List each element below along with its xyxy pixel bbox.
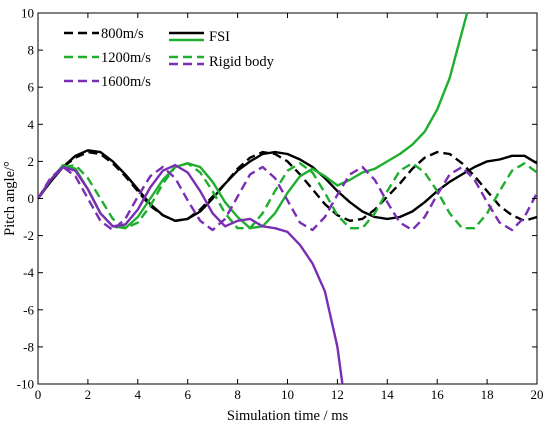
y-tick-label: 6 <box>28 80 35 95</box>
legend-label: 1600m/s <box>101 74 151 90</box>
series-layer <box>36 12 539 385</box>
legend-label-fsi: FSI <box>209 29 230 45</box>
x-tick-label: 6 <box>184 387 191 402</box>
x-axis-label: Simulation time / ms <box>227 408 349 424</box>
y-tick-label: -10 <box>17 377 34 392</box>
y-tick-label: 2 <box>28 154 35 169</box>
y-tick-label: 4 <box>28 117 35 132</box>
x-tick-label: 16 <box>431 387 445 402</box>
x-tick-label: 2 <box>85 387 92 402</box>
series-line-800m-s-rigid-body <box>37 150 538 222</box>
x-tick-label: 4 <box>135 387 142 402</box>
y-tick-label: 0 <box>28 191 35 206</box>
x-tick-label: 0 <box>35 387 42 402</box>
x-tick-label: 12 <box>331 387 344 402</box>
y-axis-label: Pitch angle/° <box>2 161 18 236</box>
y-tick-label: 10 <box>21 6 34 21</box>
y-tick-label: 8 <box>28 43 35 58</box>
x-tick-label: 10 <box>281 387 294 402</box>
series-line-1600m-s-fsi <box>37 163 344 385</box>
x-tick-label: 14 <box>381 387 395 402</box>
series-line-800m-s-fsi <box>37 149 538 222</box>
legend-label: 1200m/s <box>101 50 151 66</box>
x-tick-label: 20 <box>531 387 544 402</box>
x-tick-label: 18 <box>481 387 494 402</box>
legend-label: 800m/s <box>101 26 144 42</box>
legend: 800m/s 1200m/s 1600m/s FSI Rigid body <box>64 26 275 90</box>
legend-label-rigid-body: Rigid body <box>209 54 275 70</box>
y-tick-label: -2 <box>23 228 34 243</box>
x-tick-label: 8 <box>234 387 241 402</box>
series-line-1600m-s-rigid-body <box>36 165 539 232</box>
y-tick-label: -4 <box>23 265 34 280</box>
y-tick-label: -6 <box>23 302 34 317</box>
y-tick-label: -8 <box>23 339 34 354</box>
